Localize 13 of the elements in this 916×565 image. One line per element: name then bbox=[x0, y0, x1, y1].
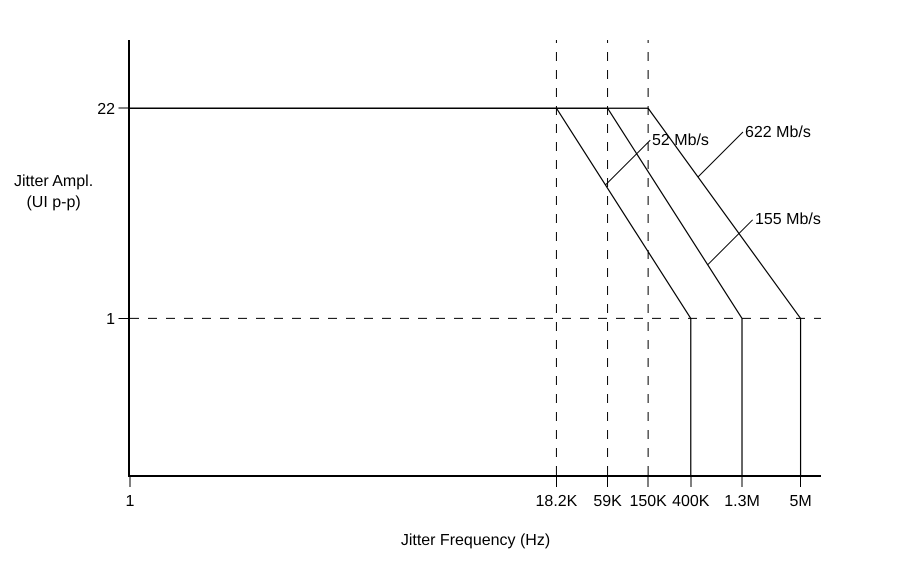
annotation: 155 Mb/s bbox=[755, 211, 821, 228]
x-tick-label: 1 bbox=[126, 492, 135, 510]
x-tick-label: 18.2K bbox=[536, 492, 578, 510]
x-tick-label: 1.3M bbox=[724, 492, 760, 510]
y-tick-label: 22 bbox=[97, 100, 116, 118]
x-tick-label: 59K bbox=[593, 492, 622, 510]
annotation: 52 Mb/s bbox=[652, 132, 709, 149]
annotation: 622 Mb/s bbox=[745, 124, 811, 141]
x-axis-title: Jitter Frequency (Hz) bbox=[400, 532, 550, 550]
x-tick-label: 5M bbox=[789, 492, 812, 510]
x-tick-label: 150K bbox=[629, 492, 668, 510]
x-tick-label: 400K bbox=[672, 492, 710, 510]
y-axis-title: Jitter Ampl. (UI p-p) bbox=[14, 173, 94, 211]
